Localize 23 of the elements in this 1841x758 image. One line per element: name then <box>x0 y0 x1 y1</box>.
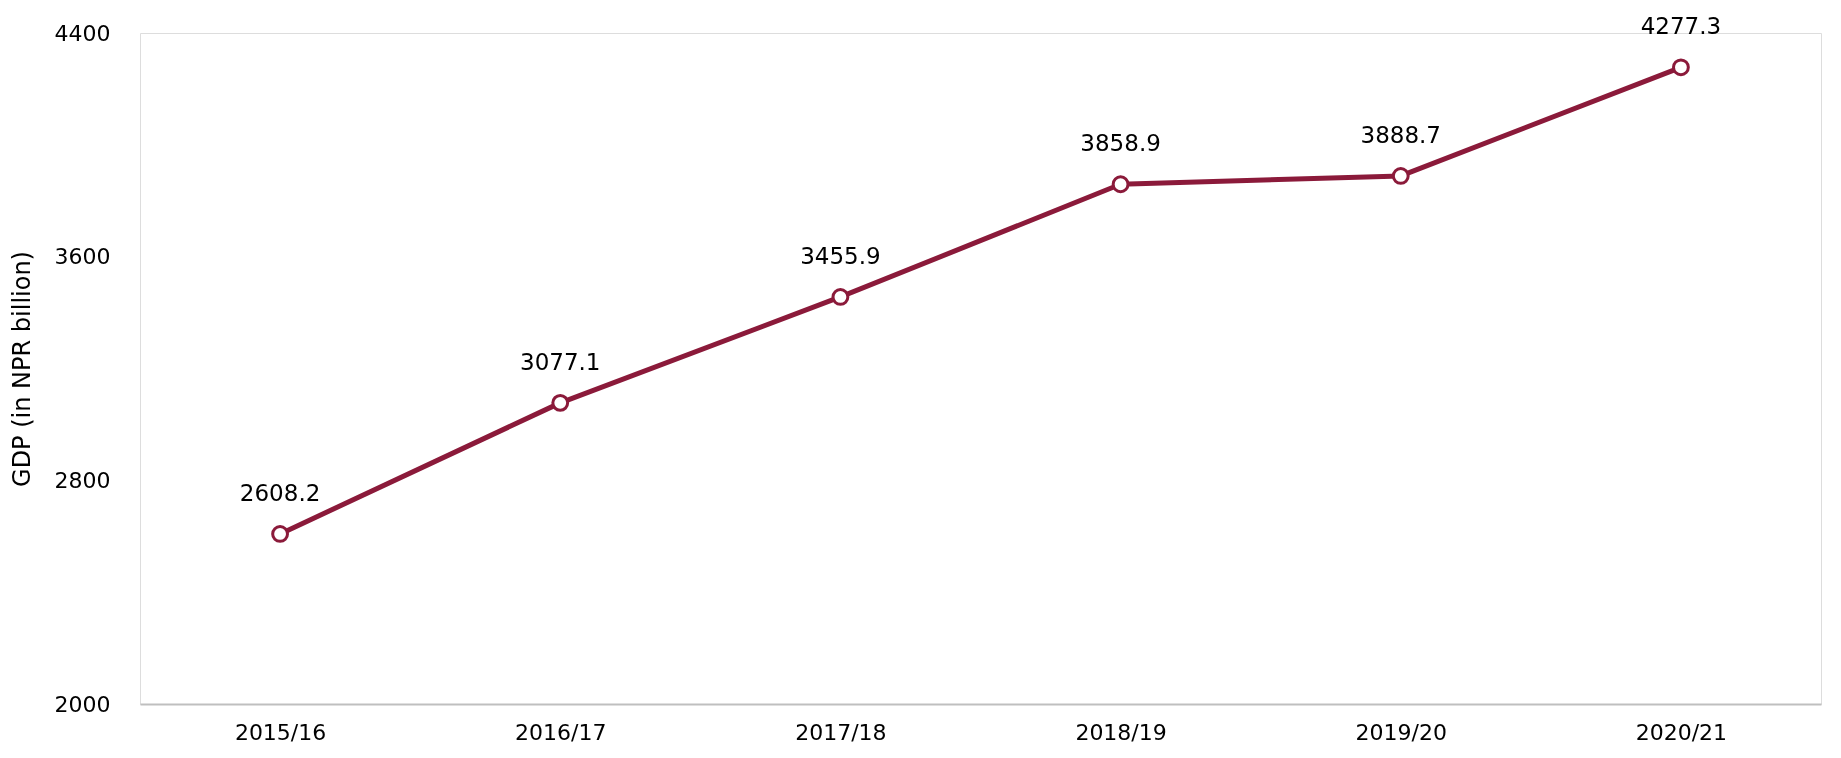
x-tick-label: 2017/18 <box>795 719 887 745</box>
data-label: 3455.9 <box>800 242 881 269</box>
x-tick-label: 2018/19 <box>1075 719 1167 745</box>
y-tick-label: 2800 <box>54 467 111 493</box>
point <box>1391 167 1410 185</box>
point <box>831 288 850 306</box>
x-tick-label: 2015/16 <box>234 719 327 745</box>
y-axis-title: GDP (in NPR billion) <box>7 251 36 487</box>
point <box>551 393 570 412</box>
point <box>1111 175 1130 194</box>
x-tick-label: 2019/20 <box>1355 719 1447 745</box>
point <box>1672 58 1690 77</box>
x-tick-label: 2016/17 <box>515 719 607 745</box>
y-tick-label: 3600 <box>54 244 111 270</box>
y-tick-label: 2000 <box>54 691 111 717</box>
data-label: 4277.3 <box>1640 13 1722 40</box>
y-tick-label: 4400 <box>54 20 111 46</box>
data-label: 3888.7 <box>1360 121 1441 148</box>
x-tick-label: 2020/21 <box>1635 719 1728 745</box>
point <box>271 525 289 543</box>
data-label: 3858.9 <box>1080 130 1161 157</box>
data-label: 3077.1 <box>520 348 601 375</box>
data-label: 2608.2 <box>239 479 321 506</box>
